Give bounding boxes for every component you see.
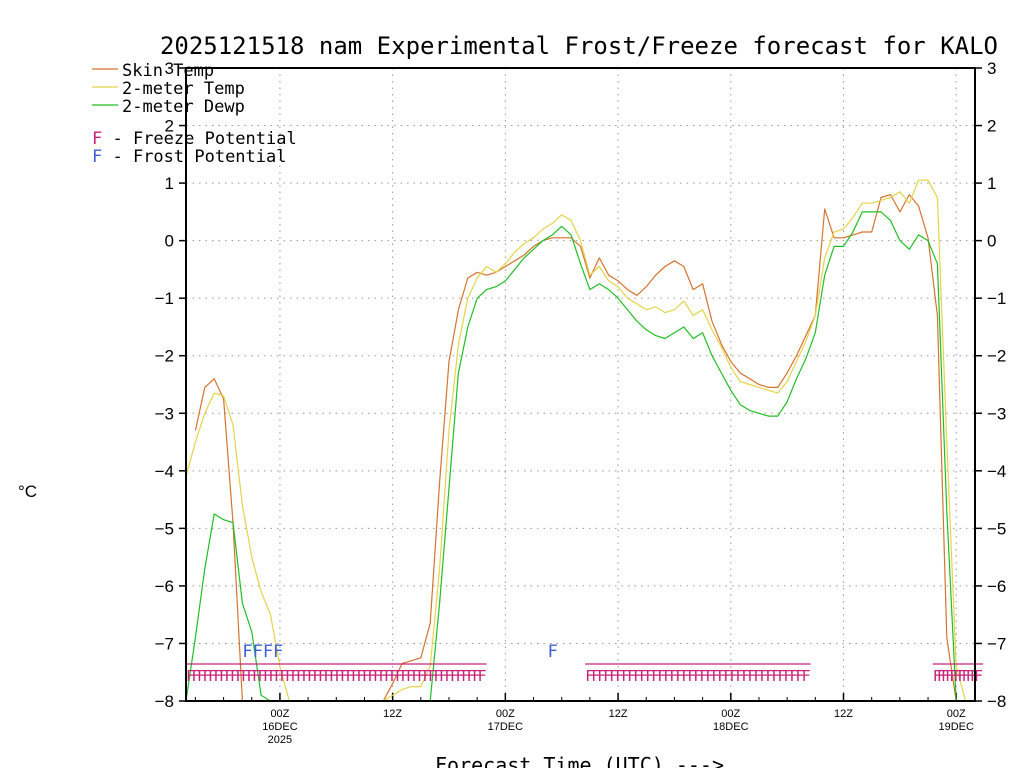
legend-freeze-text: - Freeze Potential: [102, 129, 296, 149]
freeze-potential-marker: FFFFFFFFFFFFFFFFFFFFFFFFFFFFFFFFFFFFFFFF…: [186, 667, 487, 685]
y-tick-label-left: −6: [155, 577, 174, 596]
potential-markers: FFFFFFFFFFFFFFFFFFFFFFFFFFFFFFFFFFFFFFFF…: [186, 642, 983, 685]
y-tick-label-right: −8: [987, 692, 1006, 711]
frost-potential-marker: F: [548, 642, 558, 662]
y-tick-label-right: −1: [987, 289, 1006, 308]
plot-frame: [185, 67, 976, 702]
frost-potential-marker: FFFF: [242, 642, 283, 662]
legend-freeze-letter: F: [92, 129, 102, 149]
series-line-t2m: [186, 179, 967, 701]
legend-freeze-potential: F - Freeze Potential: [92, 129, 297, 149]
x-tick-label: 12Z: [609, 708, 628, 720]
y-tick-label-right: 0: [987, 232, 996, 251]
legend-label-t2m: 2-meter Temp: [122, 79, 245, 99]
x-tick-label: 12Z: [834, 708, 853, 720]
y-tick-label-right: −2: [987, 347, 1006, 366]
grid: [186, 68, 975, 701]
y-tick-label-left: −8: [155, 692, 174, 711]
freeze-potential-marker: FFFFFFFFFFFFFFFFFFFFFFFFFFFFFFFFFFFFF: [585, 667, 810, 685]
legend-label-dewp: 2-meter Dewp: [122, 97, 245, 117]
y-tick-label-right: −3: [987, 404, 1006, 423]
legend-frost-potential: F - Frost Potential: [92, 147, 286, 167]
y-tick-label-left: 3: [165, 59, 174, 78]
y-tick-label-left: 0: [165, 232, 174, 251]
x-tick-label: 18DEC: [713, 721, 749, 733]
y-tick-label-left: 1: [165, 174, 174, 193]
x-tick-label: 19DEC: [938, 721, 974, 733]
y-tick-label-right: −7: [987, 634, 1006, 653]
x-tick-label: 00Z: [270, 708, 289, 720]
legend-frost-text: - Frost Potential: [102, 147, 286, 167]
x-tick-label: 00Z: [721, 708, 740, 720]
y-tick-label-left: −4: [155, 462, 174, 481]
legend-frost-letter: F: [92, 147, 102, 167]
y-tick-label-right: 3: [987, 59, 996, 78]
x-tick-label: 12Z: [383, 708, 402, 720]
y-tick-label-left: −5: [155, 519, 174, 538]
y-tick-label-right: 2: [987, 117, 996, 136]
legend-label-skin: Skin Temp: [122, 61, 214, 81]
series-line-dewp: [186, 211, 966, 701]
y-tick-label-left: −3: [155, 404, 174, 423]
y-tick-label-right: −6: [987, 577, 1006, 596]
y-tick-label-left: −7: [155, 634, 174, 653]
legend: Skin Temp 2-meter Temp 2-meter Dewp F - …: [92, 61, 297, 167]
y-tick-label-right: 1: [987, 174, 996, 193]
y-tick-label-left: −2: [155, 347, 174, 366]
x-tick-label: 16DEC: [262, 721, 298, 733]
chart-title: 2025121518 nam Experimental Frost/Freeze…: [160, 32, 998, 60]
x-tick-label: 00Z: [947, 708, 966, 720]
y-axis-label: °C: [18, 482, 37, 501]
y-tick-label-right: −4: [987, 462, 1006, 481]
y-axis-ticks: −8 −8 −7 −7 −6 −6 −5 −5 −4 −4 −3 −3 −2 −2 −1 −1 0 0 1 1 2 2 3 3: [155, 59, 1007, 711]
x-tick-label: 17DEC: [488, 721, 524, 733]
x-axis-label: Forecast Time (UTC) --->: [435, 753, 724, 768]
y-tick-label-left: 2: [165, 117, 174, 136]
x-tick-label: 2025: [268, 734, 292, 746]
freeze-potential-marker: FFFFFFFFFFF: [933, 667, 983, 685]
y-tick-label-left: −1: [155, 289, 174, 308]
series-line-skin: [194, 194, 966, 701]
x-tick-label: 00Z: [496, 708, 515, 720]
y-tick-label-right: −5: [987, 519, 1006, 538]
series-lines: [186, 179, 967, 701]
